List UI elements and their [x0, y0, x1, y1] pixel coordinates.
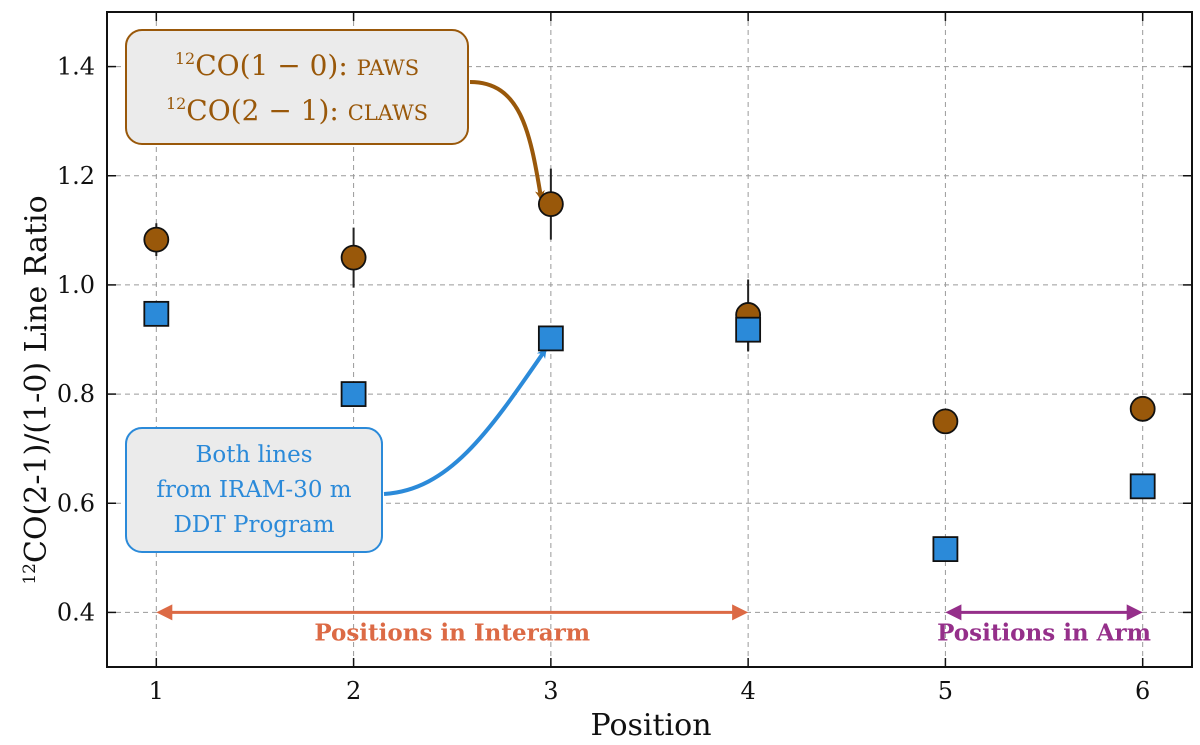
paws-line: 12CO(1 − 0): PAWS — [175, 49, 419, 82]
paws-claws-annotation: 12CO(1 − 0): PAWS 12CO(2 − 1): CLAWS — [125, 29, 469, 145]
y-axis-label-main: CO(2-1)/(1-0) Line Ratio — [19, 195, 54, 563]
x-tick-label: 5 — [938, 677, 953, 705]
interarm-range-label: Positions in Interarm — [314, 619, 590, 646]
y-tick-label: 0.4 — [57, 598, 95, 626]
ddt-point — [537, 325, 564, 352]
ddt-point — [340, 381, 367, 407]
claws-line: 12CO(2 − 1): CLAWS — [166, 94, 428, 127]
y-axis-label: 12CO(2-1)/(1-0) Line Ratio — [19, 195, 54, 584]
paws-claws-point — [1129, 395, 1156, 422]
y-tick-label: 0.8 — [57, 380, 95, 408]
x-tick-label: 4 — [740, 677, 755, 705]
y-tick-label: 1.0 — [57, 271, 95, 299]
paws-pointer-arrow — [469, 80, 545, 201]
ddt-annotation: Both lines from IRAM-30 m DDT Program — [125, 427, 383, 553]
paws-line-sup: 12 — [175, 49, 195, 68]
paws-claws-point — [932, 408, 959, 435]
ddt-line-1: Both lines — [195, 442, 312, 468]
paws-claws-point — [537, 191, 564, 218]
x-tick-label: 1 — [149, 677, 164, 705]
plot-frame — [106, 11, 1193, 668]
ddt-point — [1129, 473, 1156, 500]
ddt-line-2: from IRAM-30 m — [156, 477, 351, 503]
claws-line-sup: 12 — [166, 94, 186, 113]
ddt-point — [143, 300, 170, 327]
arm-range-label: Positions in Arm — [937, 619, 1151, 646]
ddt-point — [735, 316, 762, 343]
x-axis-label: Position — [590, 708, 711, 743]
range-arrow-head-right — [732, 604, 749, 621]
x-tick-label: 3 — [543, 677, 558, 705]
claws-line-survey: CLAWS — [348, 101, 428, 125]
range-arrow-head-right — [1126, 604, 1143, 621]
y-axis-label-superscript: 12 — [20, 563, 40, 585]
paws-claws-point — [143, 226, 170, 253]
x-tick-label: 6 — [1135, 677, 1150, 705]
paws-claws-box — [125, 29, 469, 145]
paws-line-main: CO(1 − 0): — [195, 49, 356, 82]
paws-claws-point — [340, 244, 367, 271]
ddt-point — [932, 536, 959, 562]
x-tick-label: 2 — [346, 677, 361, 705]
y-tick-label: 1.4 — [57, 53, 95, 81]
y-tick-label: 0.6 — [57, 489, 95, 517]
ddt-pointer-arrow — [383, 347, 547, 496]
paws-line-survey: PAWS — [357, 56, 420, 80]
claws-line-main: CO(2 − 1): — [186, 94, 347, 127]
ddt-box — [125, 427, 383, 553]
ddt-line-3: DDT Program — [173, 512, 334, 538]
y-tick-label: 1.2 — [57, 162, 95, 190]
range-arrow-head-left — [156, 604, 173, 621]
range-arrow-head-left — [945, 604, 962, 621]
